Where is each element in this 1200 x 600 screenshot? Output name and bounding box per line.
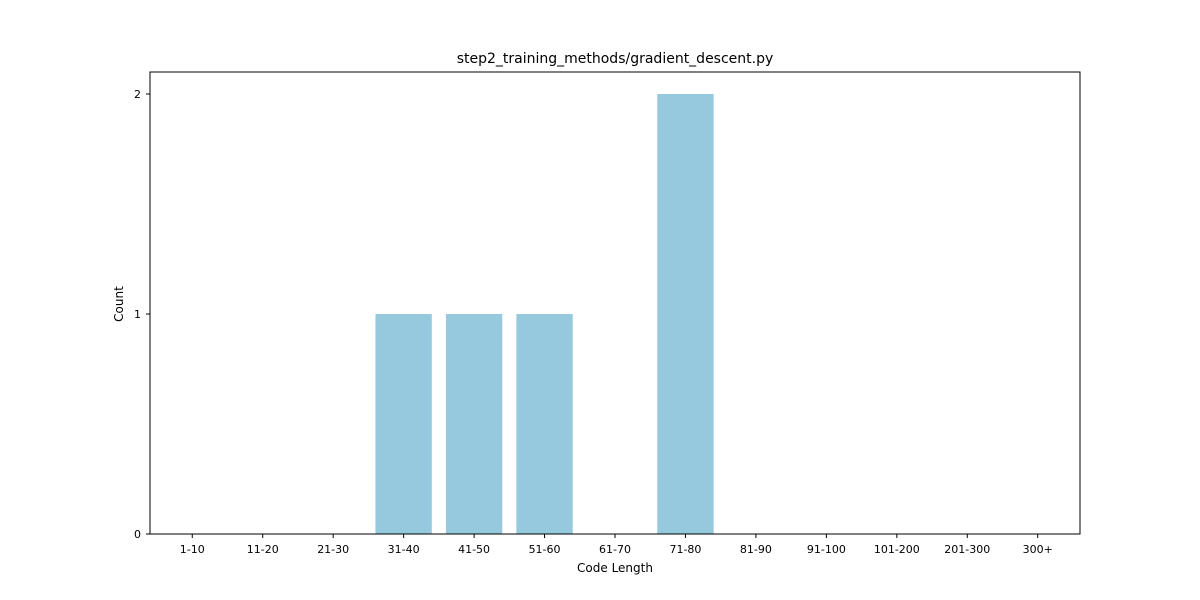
bar: [657, 94, 714, 534]
y-tick-label: 0: [134, 528, 141, 541]
x-tick-label: 201-300: [944, 543, 990, 556]
bar: [375, 314, 432, 534]
x-tick-label: 71-80: [669, 543, 701, 556]
x-axis-ticks: 1-10 11-20 21-30 31-40 41-50 51-60 61-70 71-80 8…: [180, 534, 1053, 556]
x-tick-label: 91-100: [807, 543, 846, 556]
y-axis-ticks: 0 1 2: [134, 88, 150, 541]
x-tick-label: 1-10: [180, 543, 205, 556]
y-axis-label: Count: [112, 286, 126, 322]
x-tick-label: 61-70: [599, 543, 631, 556]
chart-title: step2_training_methods/gradient_descent.…: [457, 51, 774, 67]
plot-frame: [149, 71, 1081, 535]
x-tick-label: 300+: [1023, 543, 1053, 556]
bar: [516, 314, 573, 534]
x-tick-label: 41-50: [458, 543, 490, 556]
bars-group: [375, 94, 714, 534]
x-tick-label: 81-90: [740, 543, 772, 556]
x-tick-label: 11-20: [247, 543, 279, 556]
x-axis-label: Code Length: [577, 561, 653, 575]
x-tick-label: 21-30: [317, 543, 349, 556]
y-tick-label: 1: [134, 308, 141, 321]
x-tick-label: 101-200: [874, 543, 920, 556]
y-tick-label: 2: [134, 88, 141, 101]
x-tick-label: 51-60: [529, 543, 561, 556]
x-tick-label: 31-40: [388, 543, 420, 556]
bar: [445, 314, 503, 534]
